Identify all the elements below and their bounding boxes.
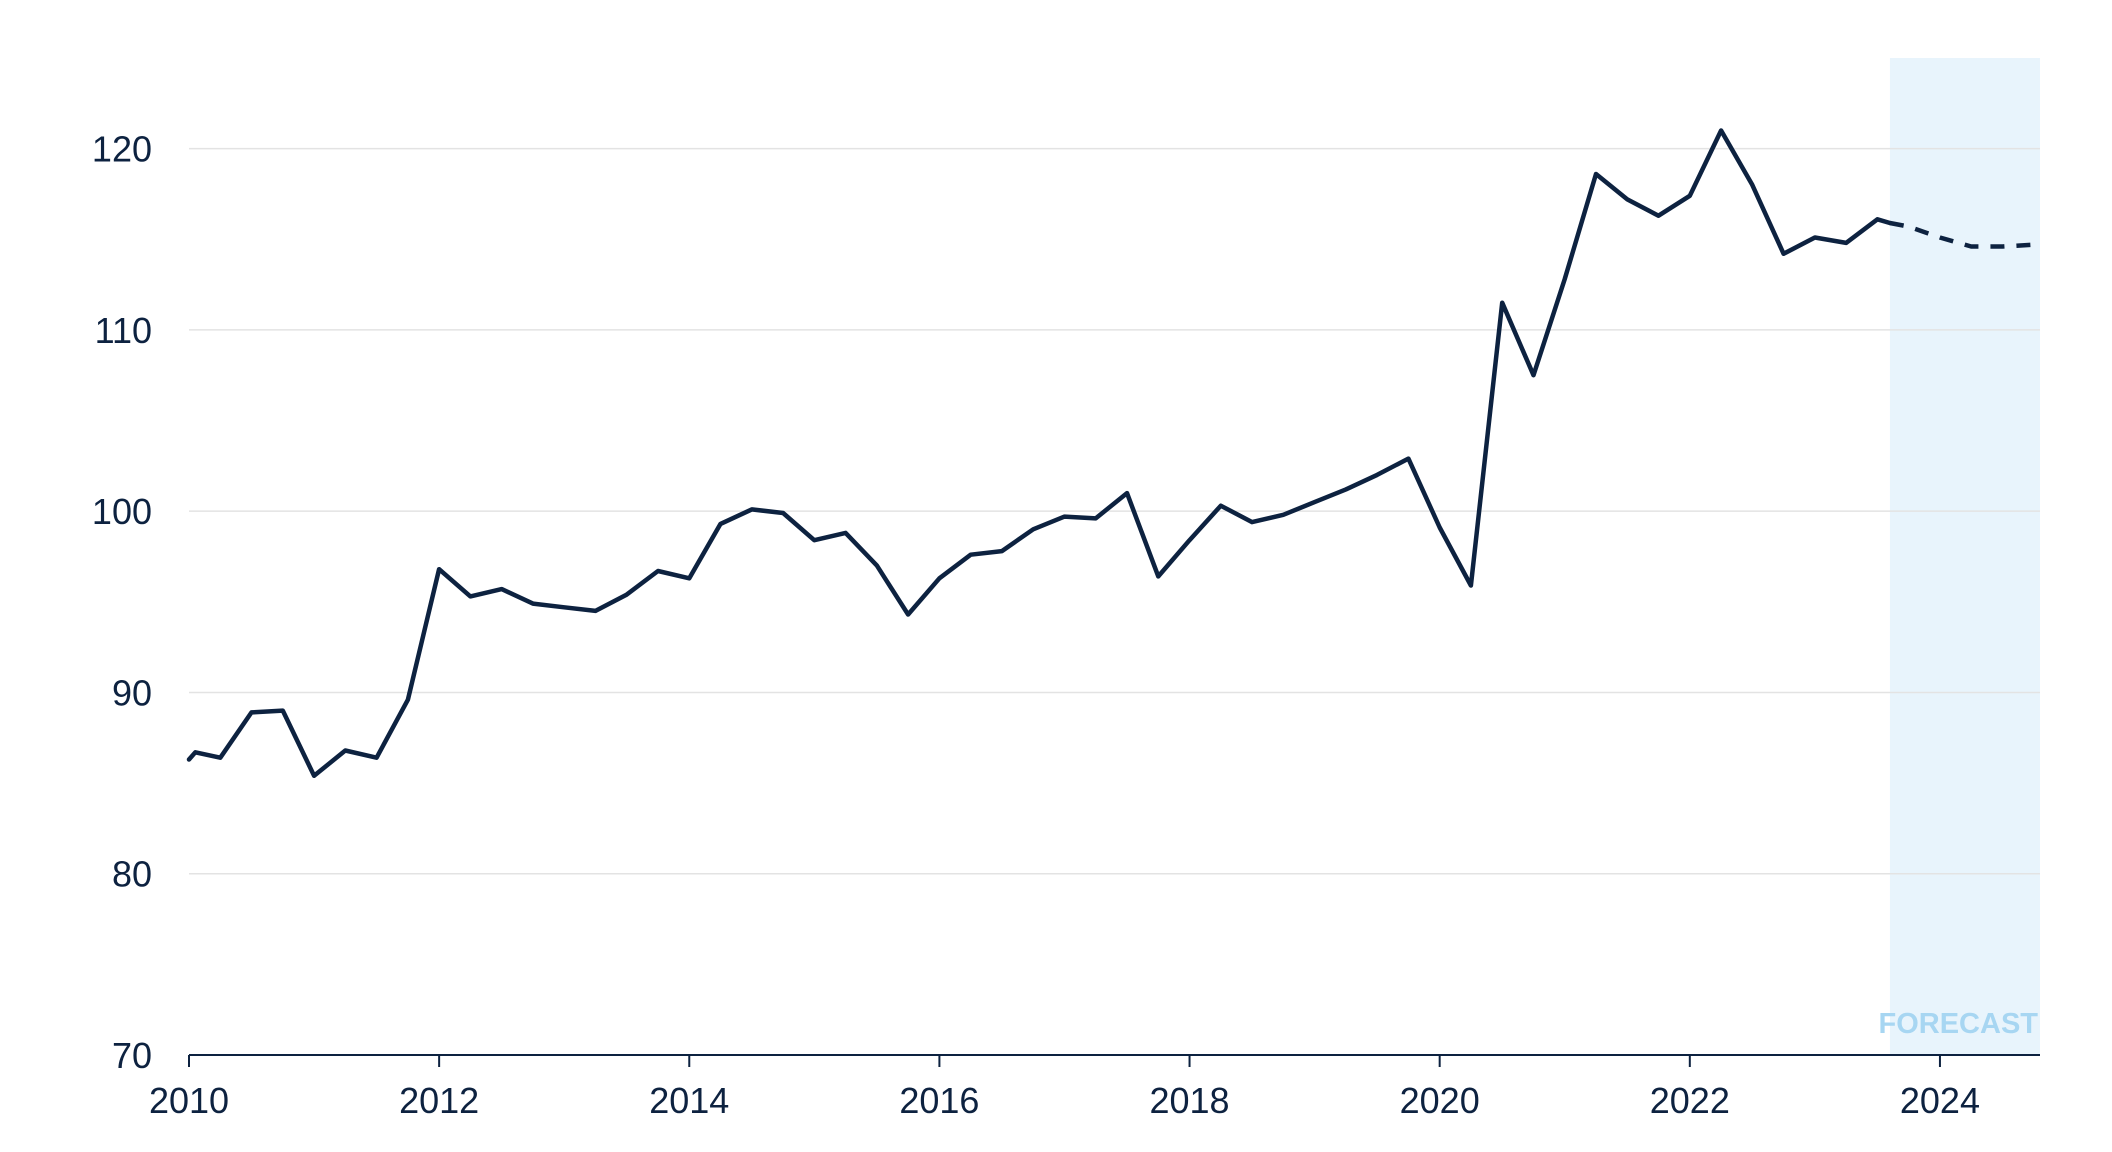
label-layer: 70 80 90 100 110 120 2010 2012 2014 2016 2018 2020 2… <box>92 129 2038 1121</box>
x-tick-label: 2016 <box>899 1080 979 1121</box>
y-tick-label: 110 <box>95 310 152 351</box>
axis-layer <box>188 1054 2040 1067</box>
actual-series-line <box>186 128 1893 779</box>
y-tick-label: 90 <box>112 672 152 713</box>
x-tick-label: 2024 <box>1900 1080 1980 1121</box>
y-tick-label: 70 <box>112 1035 152 1076</box>
x-tick-label: 2014 <box>649 1080 729 1121</box>
forecast-label: FORECAST <box>1879 1008 2039 1040</box>
x-tick-label: 2012 <box>399 1080 479 1121</box>
y-tick-label: 120 <box>92 129 152 170</box>
y-tick-label: 80 <box>112 854 152 895</box>
y-tick-label: 100 <box>92 491 152 532</box>
x-tick-label: 2018 <box>1149 1080 1229 1121</box>
grid-layer <box>189 147 2040 875</box>
forecast-band <box>1889 58 2040 1055</box>
forecast-layer <box>1889 58 2040 1055</box>
x-tick-label: 2020 <box>1400 1080 1480 1121</box>
series-layer <box>186 128 2034 779</box>
x-tick-label: 2022 <box>1650 1080 1730 1121</box>
x-tick-label: 2010 <box>149 1080 229 1121</box>
